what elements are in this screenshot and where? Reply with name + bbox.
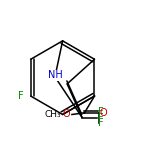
Text: F: F [98,118,104,128]
Text: F: F [98,112,104,123]
Text: CH₃: CH₃ [44,110,61,119]
Text: NH: NH [48,70,62,80]
Text: F: F [18,91,24,101]
Text: O: O [63,109,70,119]
Text: F: F [98,107,104,117]
Text: O: O [100,108,107,118]
